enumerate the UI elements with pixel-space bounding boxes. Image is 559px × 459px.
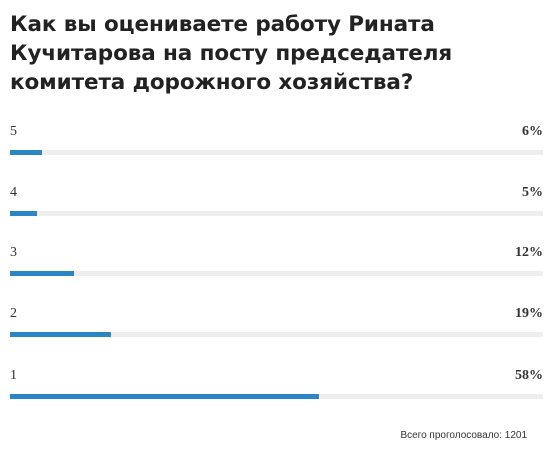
poll-option-5[interactable]: 5 6% xyxy=(10,123,543,163)
poll-option-percent: 6% xyxy=(522,124,543,139)
poll-option-label: 2 xyxy=(10,306,17,321)
poll-question: Как вы оцениваете работу Рината Кучитаро… xyxy=(10,12,453,95)
poll-bar-fill xyxy=(10,211,37,216)
poll-option-4[interactable]: 4 5% xyxy=(10,184,543,224)
poll-bar-fill xyxy=(10,394,319,399)
poll-option-label: 3 xyxy=(10,245,17,260)
poll-bar-track xyxy=(10,150,543,155)
poll-option-3[interactable]: 3 12% xyxy=(10,244,543,284)
poll-bar-fill xyxy=(10,332,111,337)
poll-option-label: 4 xyxy=(10,185,17,200)
poll-option-label: 5 xyxy=(10,124,17,139)
total-votes-count: Всего проголосовало: 1201 xyxy=(400,430,527,441)
poll-bar-track xyxy=(10,211,543,216)
poll-bar-track xyxy=(10,332,543,337)
poll-option-percent: 58% xyxy=(515,368,543,383)
poll-bar-fill xyxy=(10,271,74,276)
poll-bar-track xyxy=(10,394,543,399)
poll-option-2[interactable]: 2 19% xyxy=(10,305,543,345)
poll-option-label: 1 xyxy=(10,368,17,383)
poll-bar-fill xyxy=(10,150,42,155)
poll-option-percent: 19% xyxy=(515,306,543,321)
poll-option-1[interactable]: 1 58% xyxy=(10,367,543,407)
poll-option-percent: 12% xyxy=(515,245,543,260)
poll-option-percent: 5% xyxy=(522,185,543,200)
poll-bar-track xyxy=(10,271,543,276)
